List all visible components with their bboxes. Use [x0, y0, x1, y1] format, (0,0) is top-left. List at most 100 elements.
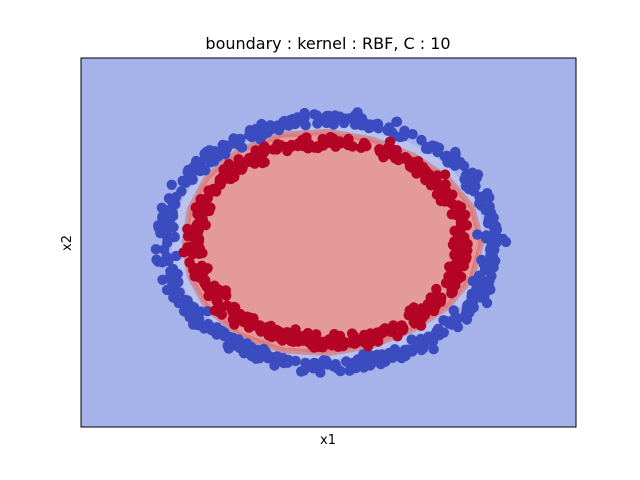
data-point-outer [399, 125, 410, 136]
data-point-inner [431, 298, 443, 310]
data-point-inner [203, 290, 214, 302]
data-point-outer [484, 204, 495, 215]
data-point-outer [363, 122, 375, 134]
data-point-inner [297, 140, 309, 152]
data-point-inner [420, 169, 431, 181]
data-point-outer [153, 256, 164, 267]
data-point-outer [476, 200, 487, 211]
data-point-outer [171, 276, 182, 288]
data-point-outer [167, 197, 179, 208]
data-point-outer [180, 306, 192, 317]
data-point-outer [488, 262, 499, 273]
data-point-inner [309, 142, 320, 153]
data-point-outer [161, 284, 173, 296]
data-point-inner [189, 271, 200, 282]
data-point-inner [278, 332, 289, 343]
data-point-outer [478, 259, 490, 270]
data-point-inner [212, 296, 223, 307]
data-point-outer [352, 358, 363, 370]
data-point-inner [311, 329, 322, 340]
data-point-outer [375, 358, 386, 370]
data-point-outer [308, 357, 320, 369]
data-point-outer [276, 119, 288, 130]
data-point-outer [264, 121, 275, 132]
data-point-inner [191, 220, 202, 231]
data-point-outer [486, 270, 497, 282]
scatter-points [150, 107, 512, 378]
data-point-outer [488, 241, 499, 252]
data-point-outer [216, 325, 227, 336]
data-point-outer [193, 313, 205, 325]
data-point-inner [390, 146, 401, 157]
data-point-inner [221, 290, 232, 301]
data-point-inner [431, 283, 442, 295]
data-point-outer [233, 334, 244, 345]
data-point-inner [450, 280, 461, 291]
data-point-inner [446, 288, 457, 299]
data-point-outer [354, 116, 365, 127]
data-point-outer [158, 204, 169, 215]
data-point-outer [169, 231, 180, 243]
data-point-inner [229, 319, 240, 330]
data-point-outer [270, 351, 281, 363]
data-point-outer [407, 129, 418, 140]
data-point-inner [216, 309, 228, 320]
data-point-outer [166, 179, 177, 190]
data-point-outer [167, 263, 179, 275]
data-point-inner [417, 161, 429, 173]
data-point-inner [409, 318, 421, 329]
data-point-inner [187, 248, 198, 260]
data-point-outer [431, 143, 442, 154]
data-point-inner [316, 341, 327, 352]
data-point-outer [161, 226, 172, 237]
x-axis-label: x1 [320, 433, 336, 448]
data-point-inner [460, 254, 471, 265]
data-point-inner [205, 281, 216, 293]
data-point-outer [475, 292, 486, 303]
data-point-outer [477, 274, 488, 286]
data-point-inner [396, 320, 407, 331]
data-point-inner [293, 330, 304, 341]
data-point-outer [251, 344, 263, 356]
data-point-inner [377, 327, 389, 338]
data-point-inner [229, 171, 240, 183]
data-point-inner [237, 163, 248, 174]
data-point-inner [200, 219, 211, 231]
data-point-inner [206, 186, 217, 197]
data-point-outer [203, 318, 214, 330]
data-point-outer [467, 296, 478, 308]
data-point-outer [158, 244, 170, 255]
data-point-outer [460, 181, 472, 192]
data-point-outer [256, 126, 267, 138]
y-axis-label: x2 [60, 235, 75, 251]
data-point-outer [384, 350, 395, 362]
data-point-outer [352, 107, 363, 118]
data-point-inner [198, 204, 209, 215]
data-point-inner [347, 141, 358, 152]
data-point-inner [364, 332, 376, 343]
data-point-outer [488, 218, 499, 230]
data-point-outer [157, 274, 168, 285]
data-point-inner [184, 257, 195, 268]
data-point-outer [472, 169, 484, 180]
data-point-outer [423, 331, 434, 342]
data-point-inner [446, 197, 457, 209]
plot-area [80, 57, 577, 428]
data-point-outer [195, 165, 206, 177]
data-point-inner [455, 201, 467, 213]
data-point-outer [235, 133, 246, 145]
data-point-inner [196, 260, 207, 271]
data-point-outer [486, 232, 497, 243]
data-point-outer [289, 118, 301, 130]
data-point-inner [317, 133, 328, 145]
data-point-outer [467, 275, 479, 287]
data-point-outer [448, 158, 459, 170]
data-point-inner [225, 162, 236, 174]
data-point-outer [150, 244, 162, 255]
data-point-outer [335, 112, 346, 123]
data-point-inner [359, 138, 371, 150]
data-point-inner [250, 155, 262, 167]
data-point-inner [449, 249, 460, 260]
data-point-inner [384, 136, 396, 147]
